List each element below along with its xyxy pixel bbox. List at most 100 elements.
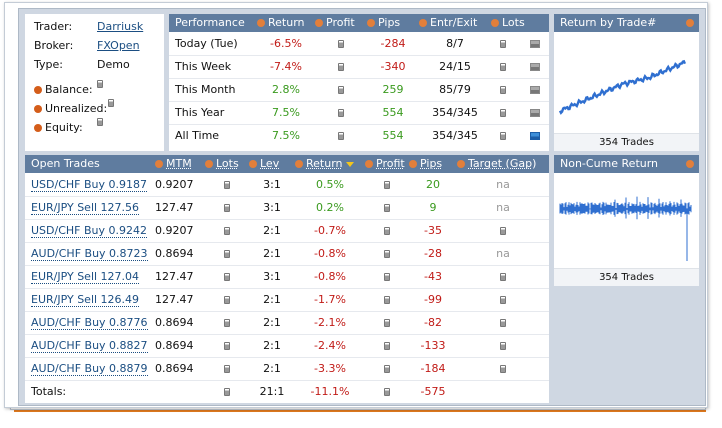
sort-desc-icon bbox=[345, 162, 354, 167]
profit-cell bbox=[365, 380, 409, 403]
target-cell bbox=[457, 265, 549, 289]
lots-column-header[interactable]: Lots bbox=[491, 14, 549, 32]
entry-exit-cell: 8/7 bbox=[419, 32, 491, 56]
lev-cell: 2:1 bbox=[249, 242, 295, 266]
return-column-header[interactable]: Return bbox=[295, 155, 365, 173]
return-cell: -2.4% bbox=[295, 334, 365, 358]
lots-cell bbox=[491, 124, 549, 147]
chart-toggle-icon[interactable] bbox=[530, 86, 540, 94]
lots-column-header[interactable]: Lots bbox=[205, 155, 249, 173]
lock-icon bbox=[500, 319, 506, 327]
trade-row: USD/CHF Buy 0.9242 0.9207 2:1 -0.7% -35 bbox=[25, 219, 549, 243]
account-info-panel: Trader: Darriusk Broker: FXOpen Type: Demo … bbox=[25, 14, 164, 151]
trade-link[interactable]: AUD/CHF Buy 0.8879 bbox=[31, 362, 148, 376]
return-column-header[interactable]: Return bbox=[257, 14, 315, 32]
trade-link[interactable]: AUD/CHF Buy 0.8776 bbox=[31, 316, 148, 330]
info-icon[interactable] bbox=[686, 160, 694, 168]
target-cell: na bbox=[457, 173, 549, 197]
target-column-header[interactable]: Target (Gap) bbox=[457, 155, 549, 173]
info-icon bbox=[155, 160, 163, 168]
non-cume-caption: 354 Trades bbox=[554, 268, 699, 286]
return-cell: -1.7% bbox=[295, 288, 365, 312]
trade-row: AUD/CHF Buy 0.8879 0.8694 2:1 -3.3% -184 bbox=[25, 357, 549, 381]
return-cell: -7.4% bbox=[257, 55, 315, 79]
balance-label: Balance: bbox=[45, 83, 93, 96]
pips-column-header[interactable]: Pips bbox=[409, 155, 457, 173]
lock-icon bbox=[384, 388, 390, 397]
trade-link[interactable]: AUD/CHF Buy 0.8827 bbox=[31, 339, 148, 353]
trade-row: AUD/CHF Buy 0.8776 0.8694 2:1 -2.1% -82 bbox=[25, 311, 549, 335]
trade-cell: EUR/JPY Sell 127.56 bbox=[25, 196, 155, 220]
equity-label: Equity: bbox=[45, 121, 83, 134]
return-cell: -0.7% bbox=[295, 219, 365, 243]
info-icon[interactable] bbox=[34, 104, 42, 113]
trade-link[interactable]: USD/CHF Buy 0.9187 bbox=[31, 177, 147, 192]
return-cell: -0.8% bbox=[295, 242, 365, 266]
profit-cell bbox=[365, 219, 409, 243]
open-trades-heading: Open Trades bbox=[31, 157, 100, 170]
entry-exit-cell: 85/79 bbox=[419, 78, 491, 102]
chart-toggle-icon[interactable] bbox=[530, 39, 540, 48]
pips-cell: -35 bbox=[409, 219, 457, 243]
lots-cell bbox=[205, 334, 249, 358]
broker-link[interactable]: FXOpen bbox=[97, 39, 140, 52]
profit-column-header[interactable]: Profit bbox=[365, 155, 409, 173]
trade-row: EUR/JPY Sell 127.56 127.47 3:1 0.2% 9 na bbox=[25, 196, 549, 220]
trade-link[interactable]: EUR/JPY Sell 127.04 bbox=[31, 270, 140, 284]
return-by-trade-title: Return by Trade# bbox=[560, 16, 657, 29]
lots-cell bbox=[205, 265, 249, 289]
pips-cell: -133 bbox=[409, 334, 457, 358]
entry-exit-column-header[interactable]: Entr/Exit bbox=[419, 14, 491, 32]
type-label: Type: bbox=[34, 58, 63, 71]
mtm-column-header[interactable]: MTM bbox=[155, 155, 205, 173]
pips-cell: 259 bbox=[367, 78, 419, 102]
trade-link[interactable]: AUD/CHF Buy 0.8723 bbox=[31, 247, 148, 261]
performance-row: This Month 2.8% 259 85/79 bbox=[169, 78, 549, 102]
trade-link[interactable]: USD/CHF Buy 0.9242 bbox=[31, 224, 147, 238]
trade-link[interactable]: EUR/JPY Sell 127.56 bbox=[31, 201, 140, 215]
return-cell: -3.3% bbox=[295, 357, 365, 381]
lots-cell bbox=[491, 78, 549, 102]
open-trades-header: Open Trades MTM Lots Lev Return Profit P… bbox=[25, 155, 549, 173]
info-icon[interactable] bbox=[34, 85, 42, 94]
trade-link[interactable]: EUR/JPY Sell 126.49 bbox=[31, 293, 140, 307]
lev-cell: 2:1 bbox=[249, 311, 295, 335]
performance-row: This Year 7.5% 554 354/345 bbox=[169, 101, 549, 125]
lock-icon bbox=[224, 388, 230, 397]
lock-icon bbox=[224, 250, 230, 258]
lots-cell bbox=[205, 311, 249, 335]
entry-exit-cell: 354/345 bbox=[432, 129, 478, 143]
lock-icon bbox=[500, 39, 506, 48]
lock-icon bbox=[384, 204, 390, 212]
lev-cell: 2:1 bbox=[249, 219, 295, 243]
info-icon[interactable] bbox=[686, 19, 694, 27]
return-cell: -6.5% bbox=[257, 32, 315, 56]
balance-row: Balance: bbox=[34, 80, 164, 99]
return-cell: 0.2% bbox=[295, 196, 365, 220]
lock-icon bbox=[500, 365, 506, 373]
lock-icon bbox=[384, 365, 390, 373]
trade-row: EUR/JPY Sell 127.04 127.47 3:1 -0.8% -43 bbox=[25, 265, 549, 289]
pips-cell: -99 bbox=[409, 288, 457, 312]
chart-toggle-icon[interactable] bbox=[530, 132, 540, 141]
trader-link[interactable]: Darriusk bbox=[97, 20, 144, 33]
profit-cell bbox=[365, 196, 409, 220]
chart-toggle-icon[interactable] bbox=[530, 109, 540, 117]
lock-icon bbox=[384, 319, 390, 327]
chart-toggle-icon[interactable] bbox=[530, 63, 540, 71]
info-icon[interactable] bbox=[34, 123, 42, 132]
trade-cell: EUR/JPY Sell 126.49 bbox=[25, 288, 155, 312]
info-icon bbox=[205, 160, 213, 168]
lock-icon bbox=[384, 250, 390, 258]
lev-column-header[interactable]: Lev bbox=[249, 155, 295, 173]
lock-icon bbox=[500, 109, 506, 117]
trade-row: USD/CHF Buy 0.9187 0.9207 3:1 0.5% 20 na bbox=[25, 173, 549, 197]
pips-column-header[interactable]: Pips bbox=[367, 14, 419, 32]
lock-icon bbox=[108, 99, 115, 107]
lock-icon bbox=[224, 319, 230, 327]
lock-icon bbox=[97, 118, 103, 126]
profit-column-header[interactable]: Profit bbox=[315, 14, 367, 32]
profit-cell bbox=[315, 32, 367, 56]
trade-row: AUD/CHF Buy 0.8723 0.8694 2:1 -0.8% -28 na bbox=[25, 242, 549, 266]
trade-cell: EUR/JPY Sell 127.04 bbox=[25, 265, 155, 289]
